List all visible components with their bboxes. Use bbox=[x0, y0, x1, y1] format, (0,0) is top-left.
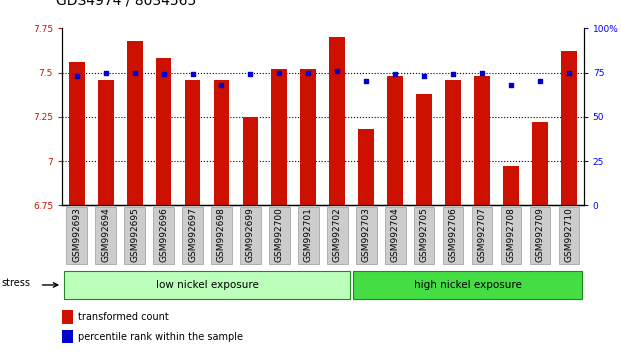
Point bbox=[506, 82, 516, 88]
Text: GSM992708: GSM992708 bbox=[507, 207, 516, 262]
Text: transformed count: transformed count bbox=[78, 312, 168, 322]
Text: GSM992705: GSM992705 bbox=[420, 207, 429, 262]
Point bbox=[419, 73, 429, 79]
Bar bbox=[242, 117, 258, 205]
Point bbox=[304, 70, 314, 75]
Text: GSM992704: GSM992704 bbox=[391, 207, 400, 262]
Bar bbox=[214, 80, 229, 205]
Bar bbox=[358, 129, 374, 205]
Text: GSM992700: GSM992700 bbox=[275, 207, 284, 262]
Text: GSM992702: GSM992702 bbox=[333, 207, 342, 262]
Point bbox=[188, 72, 197, 77]
Bar bbox=[153, 206, 174, 264]
Text: GSM992707: GSM992707 bbox=[478, 207, 487, 262]
Text: GSM992701: GSM992701 bbox=[304, 207, 313, 262]
Bar bbox=[561, 51, 577, 205]
Bar bbox=[271, 69, 288, 205]
Bar bbox=[97, 80, 114, 205]
Text: GSM992703: GSM992703 bbox=[362, 207, 371, 262]
Bar bbox=[472, 206, 492, 264]
Point bbox=[391, 72, 401, 77]
Bar bbox=[559, 206, 579, 264]
Bar bbox=[184, 80, 201, 205]
Bar bbox=[356, 206, 376, 264]
Text: GSM992695: GSM992695 bbox=[130, 207, 139, 262]
Bar bbox=[270, 206, 289, 264]
Text: low nickel exposure: low nickel exposure bbox=[156, 280, 258, 290]
Bar bbox=[96, 206, 116, 264]
Bar bbox=[445, 80, 461, 205]
Text: GDS4974 / 8034565: GDS4974 / 8034565 bbox=[56, 0, 196, 7]
Bar bbox=[124, 206, 145, 264]
Point bbox=[101, 70, 111, 75]
Bar bbox=[298, 206, 319, 264]
Bar bbox=[353, 271, 582, 299]
Bar bbox=[155, 58, 171, 205]
Text: GSM992693: GSM992693 bbox=[72, 207, 81, 262]
Bar bbox=[385, 206, 406, 264]
Bar bbox=[388, 76, 404, 205]
Text: GSM992698: GSM992698 bbox=[217, 207, 226, 262]
Bar bbox=[66, 206, 87, 264]
Bar bbox=[474, 76, 490, 205]
Point bbox=[245, 72, 255, 77]
Text: GSM992710: GSM992710 bbox=[564, 207, 574, 262]
Bar bbox=[443, 206, 463, 264]
Point bbox=[274, 70, 284, 75]
Text: high nickel exposure: high nickel exposure bbox=[414, 280, 522, 290]
Text: GSM992697: GSM992697 bbox=[188, 207, 197, 262]
Bar bbox=[532, 122, 548, 205]
Text: GSM992706: GSM992706 bbox=[449, 207, 458, 262]
Bar bbox=[530, 206, 550, 264]
Text: GSM992709: GSM992709 bbox=[536, 207, 545, 262]
Point bbox=[130, 70, 140, 75]
Bar bbox=[414, 206, 435, 264]
Text: stress: stress bbox=[1, 278, 30, 289]
Point bbox=[71, 73, 81, 79]
Bar bbox=[327, 206, 348, 264]
Text: GSM992694: GSM992694 bbox=[101, 207, 110, 262]
Bar bbox=[329, 37, 345, 205]
Bar bbox=[183, 206, 202, 264]
Bar bbox=[63, 271, 350, 299]
Point bbox=[478, 70, 487, 75]
Point bbox=[332, 68, 342, 74]
Bar bbox=[503, 166, 519, 205]
Bar bbox=[501, 206, 522, 264]
Bar bbox=[127, 41, 142, 205]
Bar bbox=[211, 206, 232, 264]
Bar bbox=[69, 62, 84, 205]
Point bbox=[564, 70, 574, 75]
Point bbox=[361, 79, 371, 84]
Bar bbox=[416, 94, 432, 205]
Point bbox=[158, 72, 168, 77]
Bar bbox=[301, 69, 316, 205]
Text: percentile rank within the sample: percentile rank within the sample bbox=[78, 332, 243, 342]
Point bbox=[535, 79, 545, 84]
Bar bbox=[240, 206, 261, 264]
Point bbox=[217, 82, 227, 88]
Point bbox=[448, 72, 458, 77]
Text: GSM992699: GSM992699 bbox=[246, 207, 255, 262]
Text: GSM992696: GSM992696 bbox=[159, 207, 168, 262]
